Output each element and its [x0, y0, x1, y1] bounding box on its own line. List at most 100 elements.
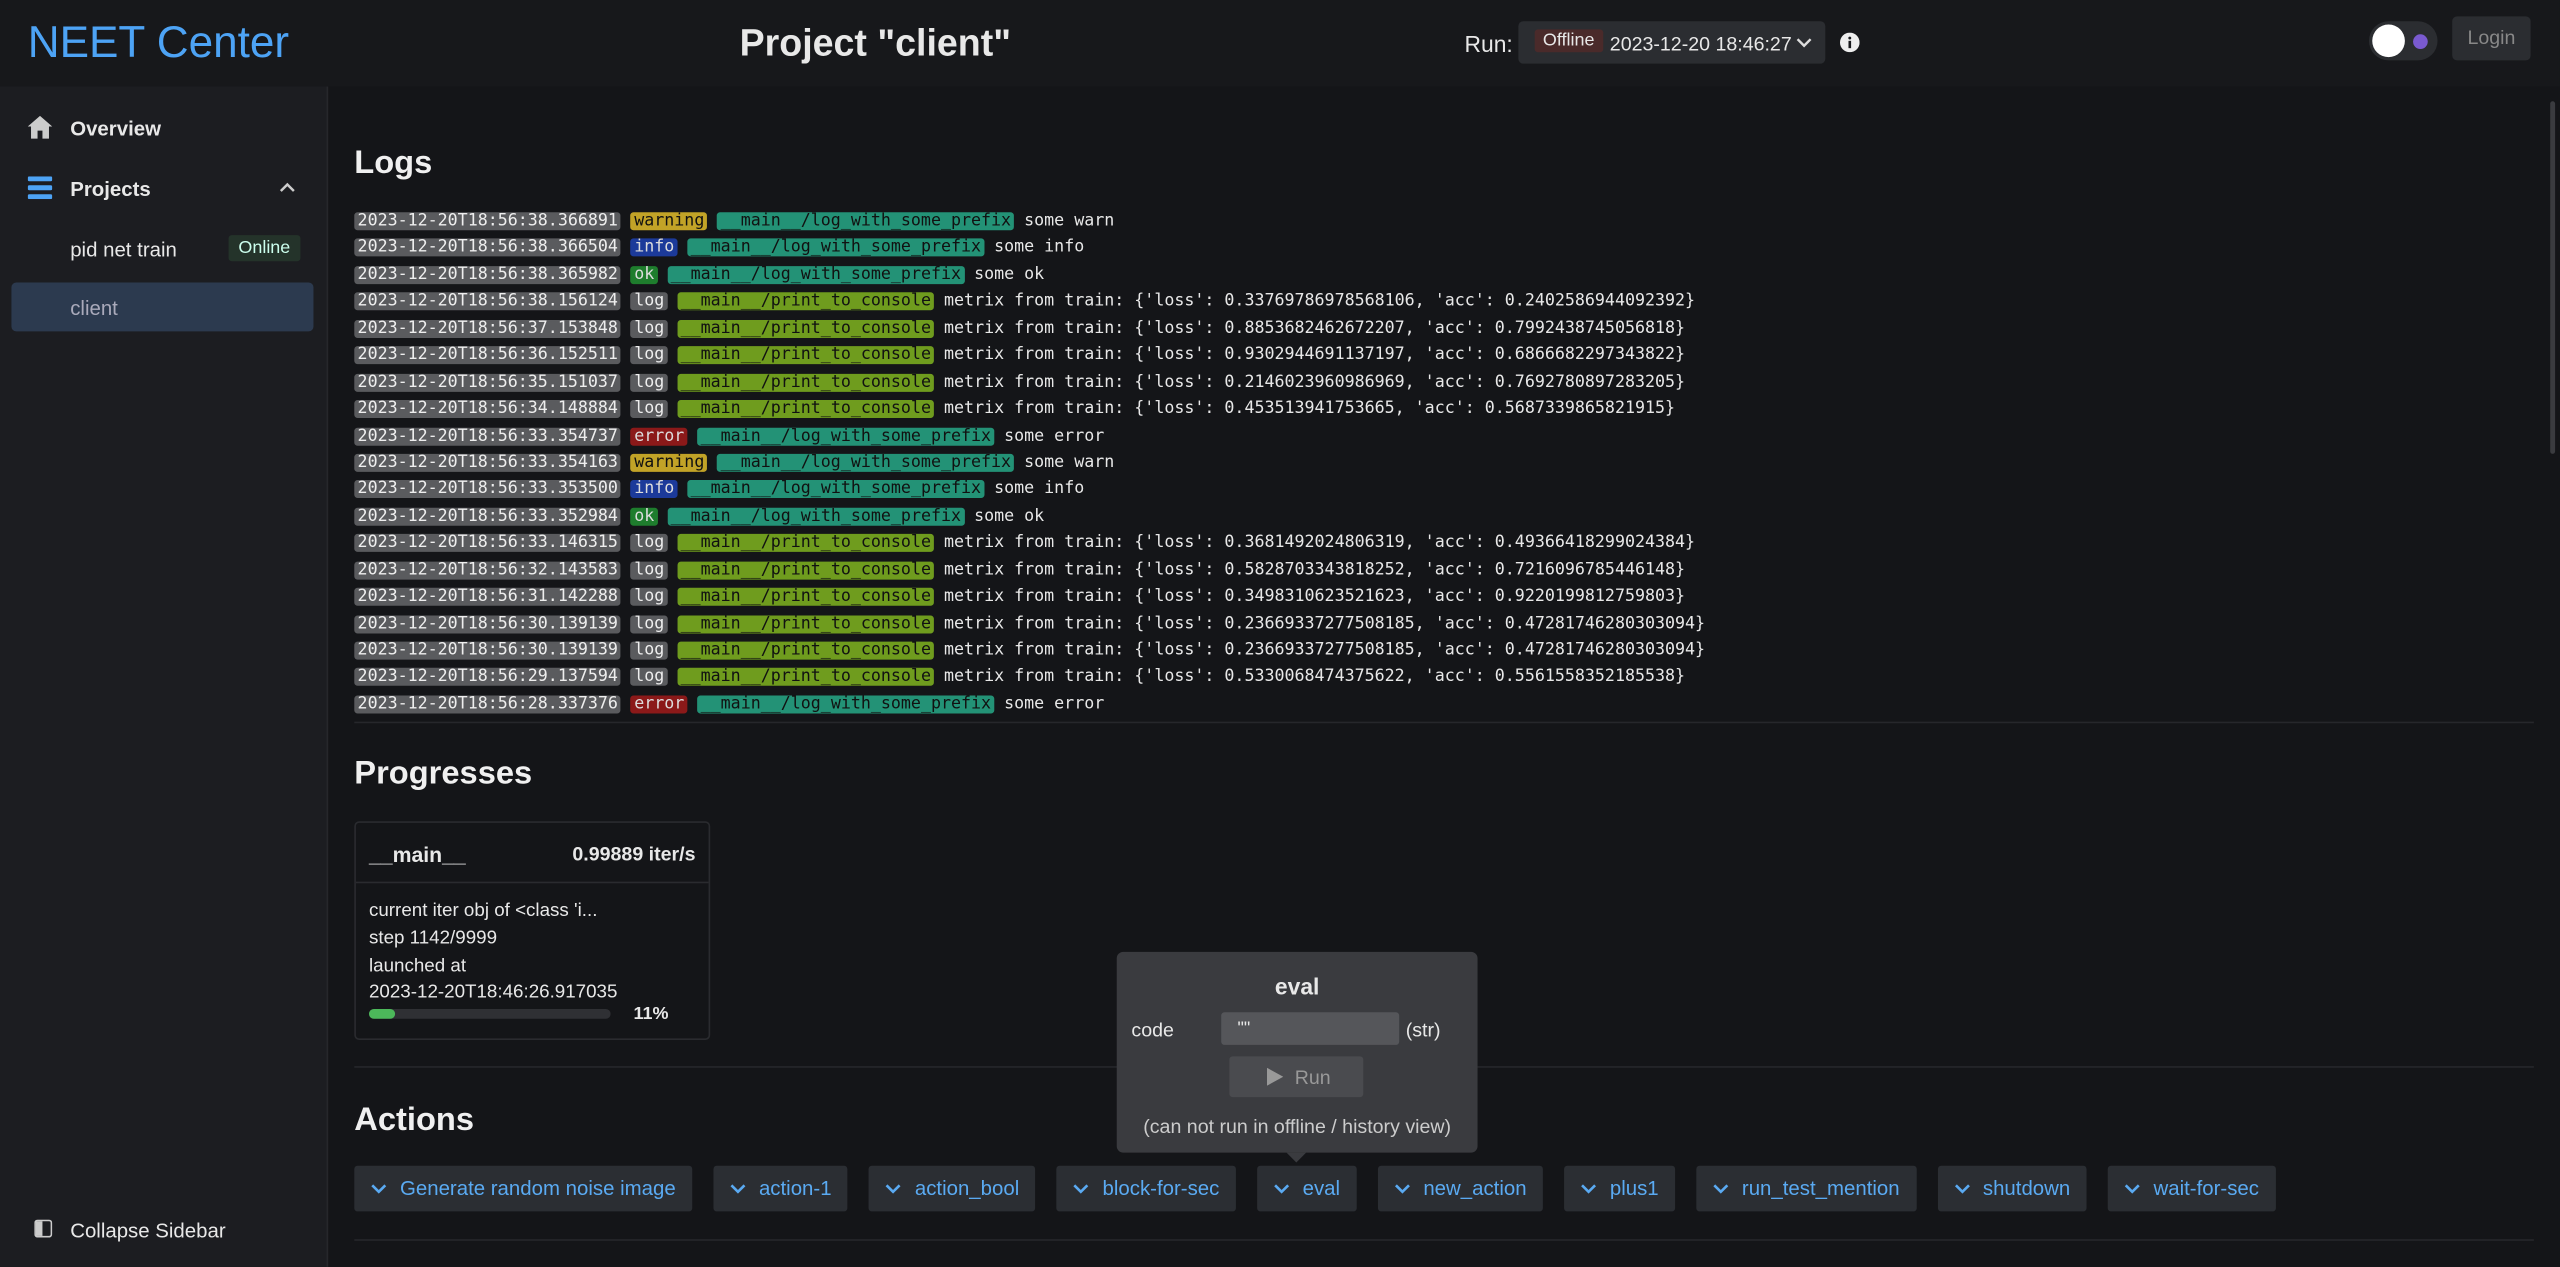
- info-line: 2023-12-20T18:46:26.917035: [368, 983, 618, 1004]
- log-level: log: [630, 588, 668, 606]
- action-label[interactable]: eval: [1302, 1177, 1341, 1200]
- log-level: log: [630, 668, 668, 686]
- log-time: 2023-12-20T18:56:29.137594: [354, 668, 622, 686]
- log-level: log: [630, 319, 668, 338]
- log-source: __main__/print_to_console: [677, 614, 935, 633]
- run-status: Offline: [1534, 29, 1603, 53]
- action-popup: eval code "" (str) Run (can not run in o…: [1116, 951, 1478, 1163]
- run-label: Run:: [1464, 31, 1513, 58]
- action-button[interactable]: block-for-sec: [1056, 1165, 1236, 1212]
- log-message: metrix from train: {'loss': 0.3681492024…: [944, 534, 1696, 553]
- log-row: 2023-12-20T18:56:33.354163 warning __main_…: [354, 451, 1705, 478]
- log-source: __main__/log_with_some_prefix: [687, 239, 985, 258]
- log-level: log: [630, 373, 668, 392]
- chevron: [1273, 1184, 1289, 1194]
- log-time: 2023-12-20T18:56:38.156124: [354, 292, 622, 311]
- log-source: __main__/log_with_some_prefix: [697, 426, 995, 445]
- log-message: some ok: [974, 507, 1045, 526]
- project-item[interactable]: pid net train: [70, 238, 177, 262]
- login-button[interactable]: Login: [2452, 16, 2531, 61]
- action-button[interactable]: shutdown: [1937, 1165, 2087, 1212]
- status-badge: Online: [228, 235, 301, 262]
- log-row: 2023-12-20T18:56:38.366504 info __main__/l…: [354, 236, 1705, 263]
- action-button[interactable]: Generate random noise image: [354, 1165, 693, 1212]
- log-time: 2023-12-20T18:56:33.146315: [354, 534, 622, 552]
- log-time: 2023-12-20T18:56:31.142288: [354, 588, 622, 606]
- chevron: [1796, 38, 1812, 48]
- log-level: log: [630, 561, 668, 579]
- log-message: metrix from train: {'loss': 0.8853682462…: [944, 319, 1686, 338]
- info-line: current iter obj of <class 'i...: [368, 901, 598, 921]
- action-label[interactable]: action_bool: [914, 1177, 1020, 1200]
- project-title: Project "client": [739, 21, 1012, 64]
- log-time: 2023-12-20T18:56:34.148884: [354, 400, 622, 419]
- progress-info: current iter obj of <class 'i... step 11…: [369, 898, 617, 1008]
- collapse-sidebar[interactable]: Collapse Sidebar: [70, 1219, 226, 1243]
- action-button[interactable]: run_test_mention: [1696, 1165, 1916, 1212]
- action-button[interactable]: wait-for-sec: [2107, 1165, 2276, 1212]
- log-level: log: [630, 614, 668, 633]
- log-message: some info: [994, 480, 1085, 499]
- selected-project[interactable]: client: [11, 282, 314, 332]
- log-source: __main__/print_to_console: [677, 588, 935, 606]
- log-time: 2023-12-20T18:56:30.139139: [354, 614, 622, 633]
- action-label[interactable]: shutdown: [1982, 1177, 2071, 1200]
- log-source: __main__/log_with_some_prefix: [667, 265, 965, 284]
- app-title[interactable]: NEET Center: [27, 17, 290, 67]
- nav-item[interactable]: Projects: [70, 177, 151, 201]
- action-button[interactable]: plus1: [1564, 1165, 1675, 1212]
- log-row: 2023-12-20T18:56:28.337376 error __main__/…: [354, 692, 1705, 719]
- code-input[interactable]: "": [1221, 1012, 1400, 1045]
- home-icon: [27, 115, 53, 139]
- log-row: 2023-12-20T18:56:33.352984 ok __main__/log…: [354, 504, 1705, 531]
- log-message: metrix from train: {'loss': 0.4535139417…: [944, 400, 1676, 419]
- action-list: Generate random noise image action-1 actio…: [354, 1165, 2296, 1212]
- log-row: 2023-12-20T18:56:33.353500 info __main__/l…: [354, 477, 1705, 504]
- log-level: warning: [630, 212, 708, 231]
- action-label[interactable]: run_test_mention: [1741, 1177, 1900, 1200]
- chevron-up[interactable]: [279, 181, 295, 194]
- action-label[interactable]: block-for-sec: [1102, 1177, 1220, 1200]
- popup-title: eval: [1274, 973, 1320, 1000]
- log-row: 2023-12-20T18:56:38.156124 log __main__/pr…: [354, 289, 1705, 316]
- action-label[interactable]: action-1: [758, 1177, 832, 1200]
- log-message: metrix from train: {'loss': 0.2146023960…: [944, 373, 1686, 392]
- field-label: code: [1131, 1018, 1174, 1042]
- action-button[interactable]: eval: [1256, 1165, 1357, 1212]
- section-title: Actions: [354, 1102, 475, 1138]
- log-message: metrix from train: {'loss': 0.3376978697…: [944, 292, 1696, 311]
- log-message: some ok: [974, 265, 1045, 284]
- info-line: launched at: [368, 956, 467, 976]
- run-button[interactable]: Run: [1229, 1056, 1364, 1098]
- log-message: metrix from train: {'loss': 0.2366933727…: [944, 614, 1706, 633]
- scrollbar[interactable]: [2550, 101, 2556, 454]
- progress-card: __main__ 0.99889 iter/s current iter obj…: [354, 821, 711, 1040]
- log-time: 2023-12-20T18:56:38.365982: [354, 265, 622, 284]
- progress-fill: [368, 1008, 396, 1019]
- log-source: __main__/print_to_console: [677, 668, 935, 686]
- run-select[interactable]: Offline 2023-12-20 18:46:27: [1518, 21, 1826, 64]
- log-level: log: [630, 534, 668, 552]
- theme-toggle[interactable]: [2368, 21, 2438, 61]
- log-message: some error: [1004, 426, 1105, 445]
- log-source: __main__/print_to_console: [677, 373, 935, 392]
- chevron: [1581, 1184, 1597, 1194]
- log-message: metrix from train: {'loss': 0.3498310623…: [944, 587, 1686, 606]
- log-message: metrix from train: {'loss': 0.9302944691…: [944, 346, 1686, 365]
- nav-item[interactable]: Overview: [70, 117, 161, 141]
- action-button[interactable]: new_action: [1377, 1165, 1543, 1212]
- log-time: 2023-12-20T18:56:36.152511: [354, 346, 622, 365]
- action-label[interactable]: plus1: [1609, 1177, 1659, 1200]
- log-time: 2023-12-20T18:56:33.354737: [354, 426, 622, 445]
- project-item[interactable]: client: [70, 297, 118, 320]
- log-message: some warn: [1024, 453, 1115, 472]
- action-button[interactable]: action-1: [713, 1165, 848, 1212]
- action-label[interactable]: Generate random noise image: [399, 1177, 676, 1200]
- progress-name: __main__: [368, 842, 466, 867]
- action-label[interactable]: new_action: [1423, 1177, 1527, 1200]
- action-button[interactable]: action_bool: [869, 1165, 1036, 1212]
- action-label[interactable]: wait-for-sec: [2153, 1177, 2259, 1200]
- info-icon[interactable]: [1839, 32, 1860, 53]
- log-time: 2023-12-20T18:56:30.139139: [354, 641, 622, 660]
